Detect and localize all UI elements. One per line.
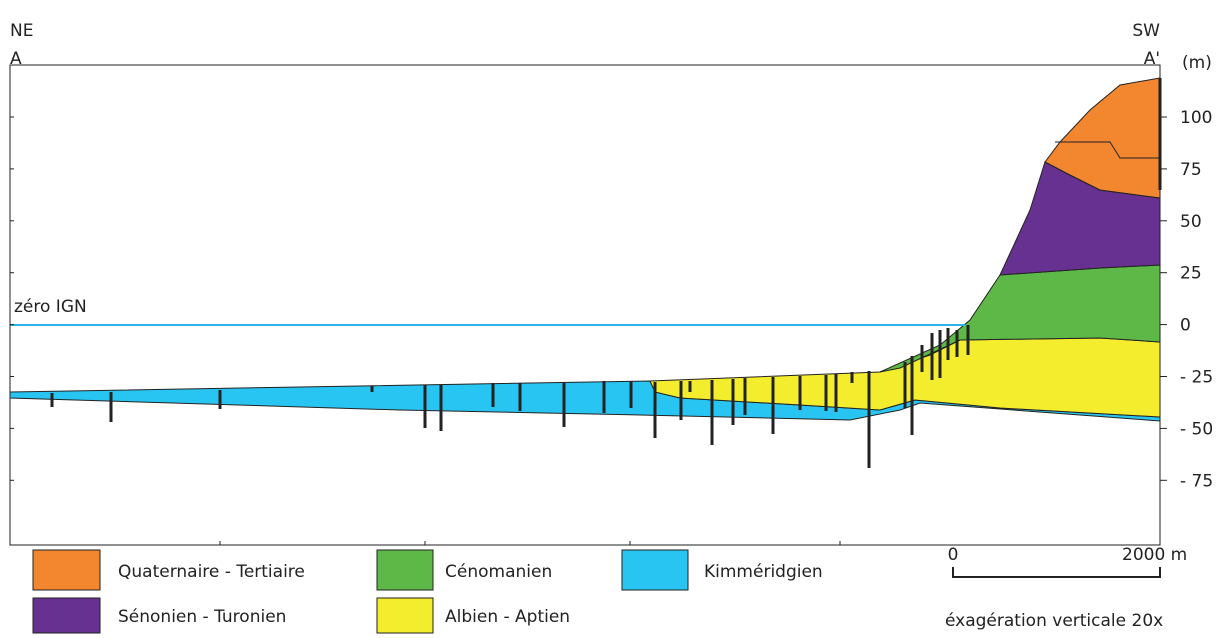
legend-swatch — [622, 550, 688, 590]
zero-label: zéro IGN — [14, 297, 87, 317]
tick-label: 25 — [1180, 264, 1202, 284]
tick-label: - 50 — [1180, 419, 1213, 439]
scale-label: 2000 m — [1122, 545, 1187, 565]
tick-label: 100 — [1180, 108, 1212, 128]
point-label: A' — [1144, 49, 1160, 69]
direction-label: NE — [10, 21, 33, 41]
tick-label: 75 — [1180, 160, 1202, 180]
tick-label: - 75 — [1180, 471, 1213, 491]
tick-label: 0 — [1180, 316, 1191, 336]
legend-label: Albien - Aptien — [445, 607, 570, 627]
scale-bar — [953, 567, 1160, 577]
axis-unit: (m) — [1182, 53, 1212, 73]
point-label: A — [10, 49, 22, 69]
cross-section: NE A SW A' (m) zéro IGN 100 75 50 25 0 - 25 - … — [0, 0, 1226, 634]
tick-label: - 25 — [1180, 368, 1213, 388]
scale-label: 0 — [948, 545, 959, 565]
legend-swatch — [377, 550, 433, 590]
legend-swatch — [33, 598, 100, 633]
legend-label: Quaternaire - Tertiaire — [118, 562, 305, 582]
legend-swatch — [377, 598, 433, 633]
legend-swatch — [33, 550, 100, 590]
exaggeration-note: éxagération verticale 20x — [945, 611, 1163, 631]
legend-label: Cénomanien — [445, 562, 552, 582]
legend-label: Kimméridgien — [704, 562, 823, 582]
tick-label: 50 — [1180, 212, 1202, 232]
layers — [10, 78, 1160, 421]
direction-label: SW — [1132, 21, 1160, 41]
legend-label: Sénonien - Turonien — [118, 607, 286, 627]
